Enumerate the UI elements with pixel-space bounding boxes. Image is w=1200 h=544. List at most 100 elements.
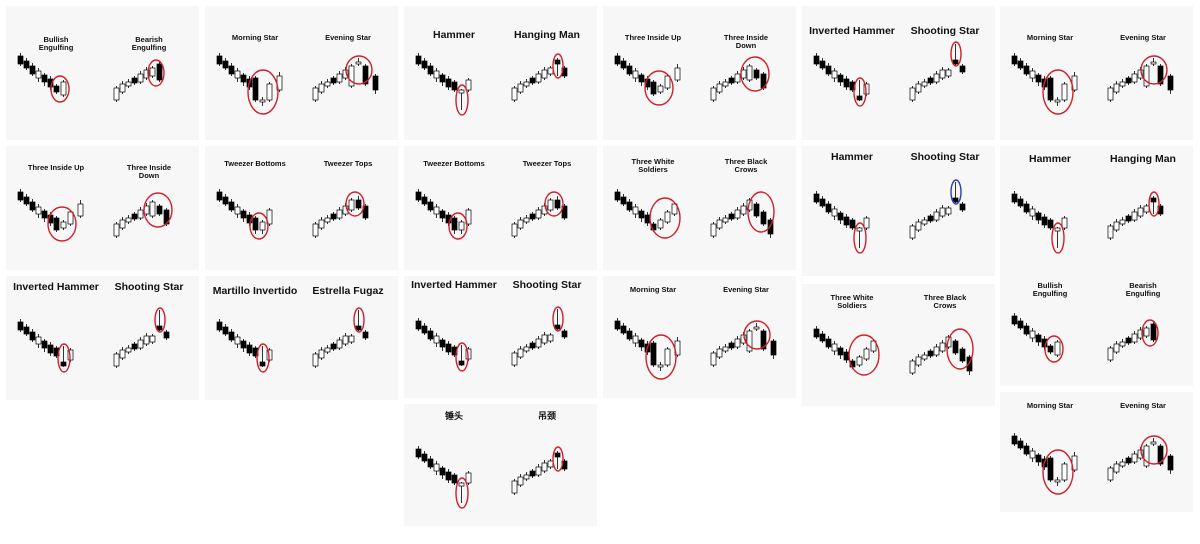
highlight-ellipse <box>256 343 270 373</box>
candle <box>1035 212 1042 221</box>
pattern-label-right: Shooting Star <box>114 281 184 293</box>
candle <box>819 198 826 207</box>
highlight-ellipse <box>455 477 469 509</box>
candlestick-figure <box>813 326 974 376</box>
candle <box>1119 461 1126 467</box>
candle <box>355 199 362 209</box>
pattern-label-right: Tweezer Tops <box>323 159 373 168</box>
candle <box>427 458 434 468</box>
candle <box>674 67 681 81</box>
candle <box>47 344 54 354</box>
candle <box>740 205 747 215</box>
candle <box>753 69 760 79</box>
candle <box>415 191 422 201</box>
candle <box>23 60 30 69</box>
candle <box>517 219 524 229</box>
candle <box>1061 463 1068 481</box>
pattern-label-right: Shooting Star <box>910 151 980 163</box>
candle <box>614 55 621 65</box>
candle <box>1029 208 1036 217</box>
candlestick-figure <box>17 307 170 373</box>
pattern-label-left: Three White Soldiers <box>631 157 675 174</box>
candle <box>843 78 850 88</box>
pattern-card: Hammer Hanging Man <box>1000 146 1193 276</box>
candle <box>324 81 331 87</box>
pattern-label-right: Evening Star <box>1120 33 1166 42</box>
candle <box>137 73 144 83</box>
candle <box>29 65 36 75</box>
highlight-ellipse <box>645 334 677 380</box>
candle <box>620 60 627 69</box>
candle <box>626 65 633 75</box>
candle <box>1107 347 1114 361</box>
candlestick-figure <box>17 53 165 103</box>
candlestick-figure <box>1011 191 1164 254</box>
candle <box>1167 455 1174 471</box>
candle <box>1125 457 1132 464</box>
candle <box>113 87 120 101</box>
candle <box>362 65 369 85</box>
candle <box>1011 193 1018 203</box>
candle <box>843 216 850 226</box>
highlight-ellipse <box>853 222 867 254</box>
pattern-card: Hammer Hanging Man <box>404 6 597 140</box>
candle <box>856 227 863 232</box>
candle <box>35 70 42 79</box>
highlight-ellipse <box>1051 222 1065 254</box>
candle <box>1023 203 1030 213</box>
candle <box>1017 320 1024 329</box>
highlight-ellipse <box>249 212 269 240</box>
candle <box>959 203 966 211</box>
candle <box>1061 217 1068 229</box>
candle <box>1113 83 1120 93</box>
candle <box>1011 315 1018 325</box>
pattern-label-left: Tweezer Bottoms <box>423 159 485 168</box>
candle <box>511 352 518 366</box>
candle <box>1041 216 1048 226</box>
candle <box>921 81 928 87</box>
candle <box>222 326 229 335</box>
candle <box>137 339 144 349</box>
candle <box>1113 221 1120 231</box>
highlight-ellipse <box>644 70 674 106</box>
candle <box>348 335 355 343</box>
candle <box>909 225 916 239</box>
pattern-label-right: Three Inside Down <box>723 33 769 50</box>
candlestick-figure <box>614 318 777 380</box>
candle <box>517 348 524 358</box>
candle <box>909 87 916 101</box>
candle <box>657 364 664 368</box>
pattern-label-right: Shooting Star <box>512 279 582 291</box>
candle <box>156 205 163 215</box>
candle <box>1143 327 1150 337</box>
pattern-label-left: Hammer <box>830 151 874 163</box>
candle <box>439 210 446 219</box>
candle <box>1131 73 1138 83</box>
candle <box>767 219 774 235</box>
pattern-label-right: Evening Star <box>723 285 769 294</box>
highlight-ellipse <box>1140 435 1168 465</box>
candle <box>650 342 657 366</box>
highlight-ellipse <box>154 307 166 333</box>
highlight-ellipse <box>448 212 468 240</box>
candle <box>312 87 319 101</box>
candle <box>465 209 472 225</box>
candle <box>131 77 138 84</box>
highlight-ellipse <box>649 197 681 239</box>
candlestick-figure <box>1011 313 1159 363</box>
pattern-card: 锤头 吊颈 <box>404 404 597 526</box>
candle <box>228 331 235 341</box>
candle <box>933 73 940 83</box>
candle <box>318 219 325 229</box>
candle <box>716 219 723 229</box>
candle <box>1017 60 1024 69</box>
candle <box>644 214 651 224</box>
candle <box>17 191 24 201</box>
candlestick-figure <box>415 446 568 509</box>
candle <box>1119 81 1126 87</box>
candle <box>125 81 132 87</box>
pattern-label-right: Shooting Star <box>910 25 980 37</box>
highlight-ellipse <box>1042 69 1074 115</box>
candle <box>439 74 446 83</box>
candle <box>554 199 561 209</box>
